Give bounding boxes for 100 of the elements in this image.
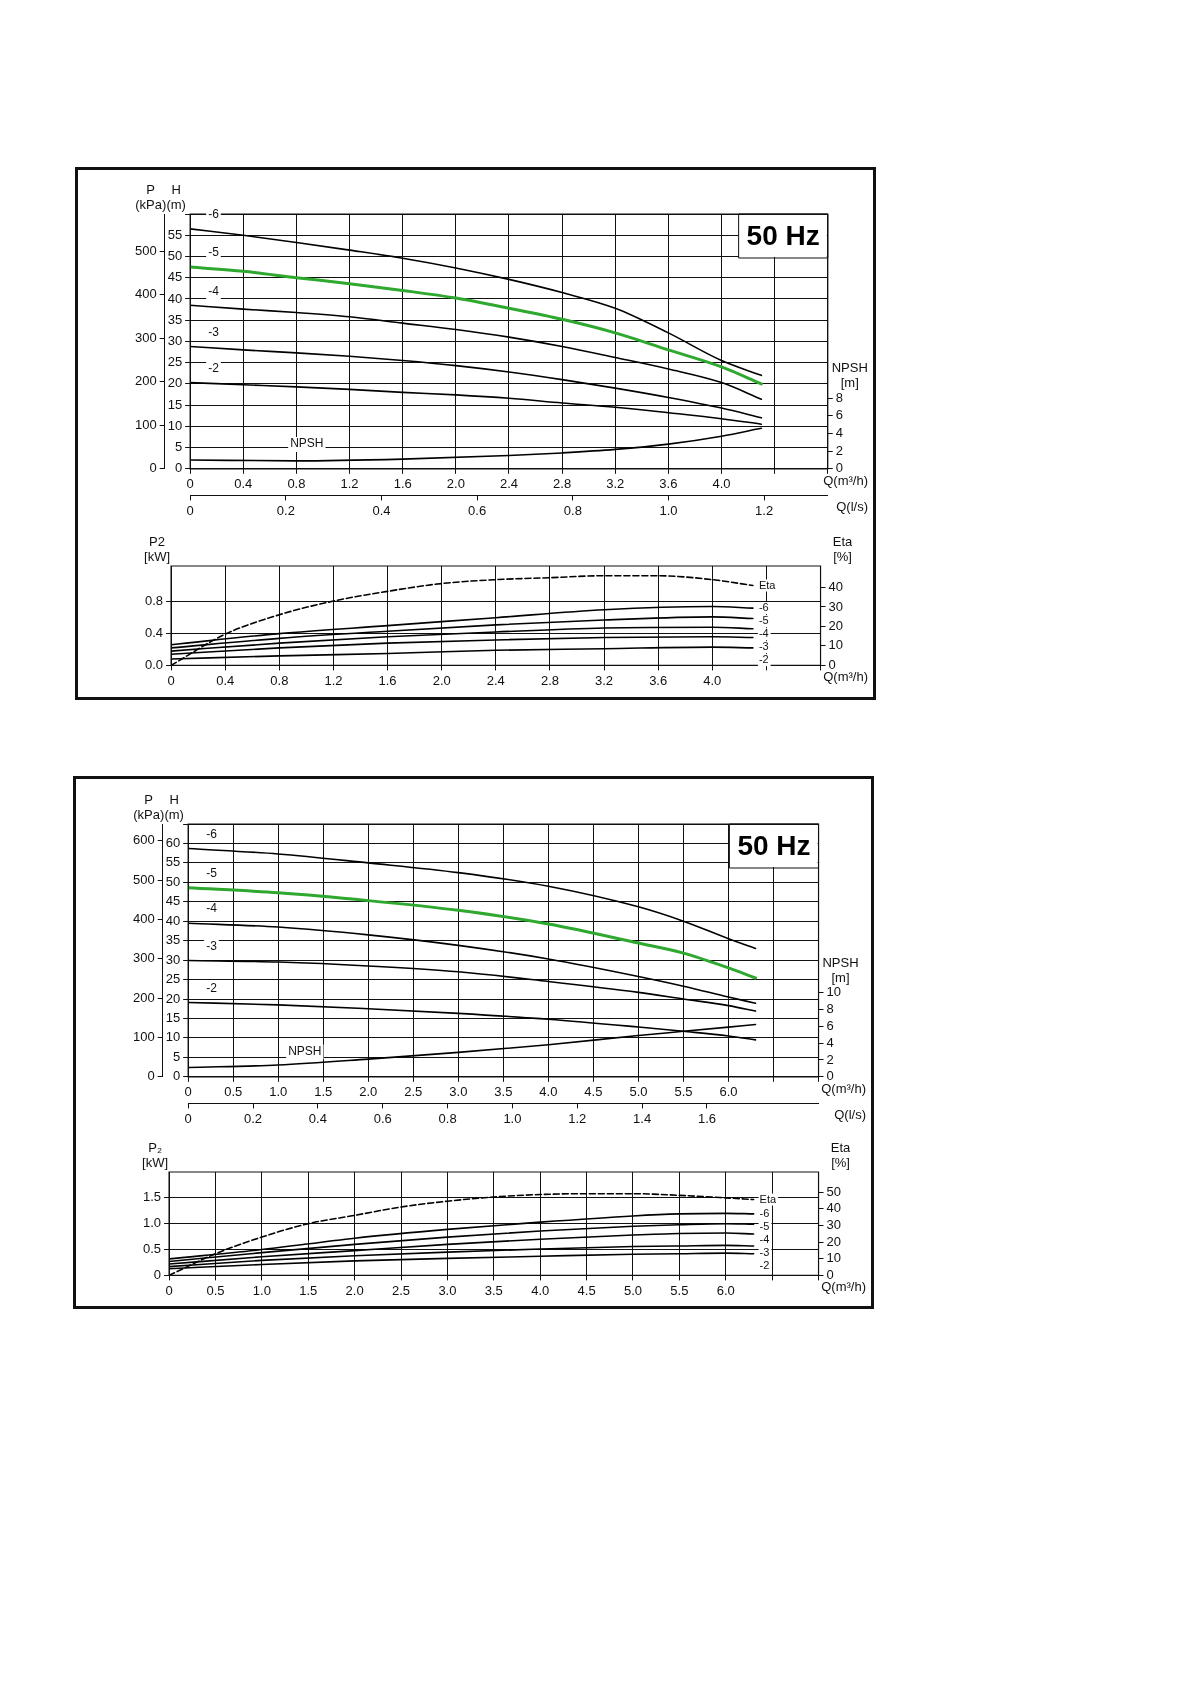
series-label: -6 bbox=[758, 601, 769, 614]
x-tick-label: 0.5 bbox=[206, 1282, 225, 1298]
y-tick-label: 0.5 bbox=[142, 1241, 162, 1257]
series-label: -5 bbox=[758, 614, 769, 627]
series-label: Eta bbox=[759, 1192, 777, 1205]
y2-tick-label: 100 bbox=[132, 1029, 155, 1045]
series-label: -3 bbox=[206, 938, 218, 953]
x2-tick-label: 0.4 bbox=[308, 1110, 327, 1126]
series-label: -3 bbox=[208, 324, 220, 339]
y2-tick-label: 30 bbox=[826, 1216, 842, 1232]
y3-axis-title: NPSH [m] bbox=[831, 360, 868, 391]
series-label: -6 bbox=[208, 207, 220, 222]
y2-tick-label: 500 bbox=[134, 242, 157, 258]
y3-tick-label: 8 bbox=[826, 1000, 834, 1016]
x-tick-label: 5.0 bbox=[623, 1282, 643, 1298]
y2-axis-title: P (kPa) bbox=[135, 182, 167, 213]
y2-tick-label: 400 bbox=[134, 286, 157, 302]
y2-tick-label: 200 bbox=[132, 989, 155, 1005]
y-tick-label: 20 bbox=[165, 990, 181, 1006]
y2-tick-label: 50 bbox=[826, 1183, 842, 1199]
x-tick-label: 4.0 bbox=[712, 476, 731, 492]
x2-tick-label: 0.2 bbox=[276, 502, 295, 518]
x-tick-label: 1.6 bbox=[378, 672, 397, 688]
x-tick-label: 2.4 bbox=[486, 672, 505, 688]
y-axis-title: P2 [kW] bbox=[144, 534, 171, 565]
x2-tick-label: 0.8 bbox=[438, 1110, 457, 1126]
x-tick-label: 2.8 bbox=[540, 672, 559, 688]
series-label: -5 bbox=[208, 245, 220, 260]
x-tick-label: 2.5 bbox=[404, 1084, 423, 1100]
y-tick-label: 0.8 bbox=[144, 593, 164, 609]
y2-tick-label: 300 bbox=[132, 950, 155, 966]
x2-axis-title: Q(l/s) bbox=[836, 499, 868, 515]
x2-tick-label: 1.6 bbox=[697, 1110, 717, 1126]
y3-tick-label: 8 bbox=[835, 389, 843, 405]
x-tick-label: 3.2 bbox=[606, 476, 625, 492]
series-label: -2 bbox=[759, 1258, 770, 1271]
x-tick-label: 2.0 bbox=[345, 1282, 364, 1298]
x-tick-label: 1.2 bbox=[324, 672, 343, 688]
x-tick-label: 0.8 bbox=[270, 672, 289, 688]
y-tick-label: 5 bbox=[174, 439, 183, 455]
series-label: -4 bbox=[208, 283, 220, 298]
x-tick-label: 0.4 bbox=[234, 476, 253, 492]
x-tick-label: 3.5 bbox=[484, 1282, 503, 1298]
y-tick-label: 55 bbox=[167, 226, 183, 242]
x-tick-label: 1.0 bbox=[252, 1282, 271, 1298]
y-tick-label: 0.0 bbox=[144, 656, 164, 672]
x-tick-label: 2.4 bbox=[499, 476, 518, 492]
x-axis-title: Q(m³/h) bbox=[823, 669, 868, 685]
x-tick-label: 6.0 bbox=[716, 1282, 735, 1298]
y2-tick-label: 40 bbox=[828, 579, 844, 595]
y2-tick-label: 20 bbox=[826, 1233, 842, 1249]
x-tick-label: 1.6 bbox=[393, 476, 412, 492]
x2-tick-label: 0.6 bbox=[373, 1110, 392, 1126]
x-tick-label: 3.0 bbox=[438, 1282, 457, 1298]
y-tick-label: 30 bbox=[165, 951, 181, 967]
series-label: -4 bbox=[206, 901, 218, 916]
y-tick-label: 35 bbox=[165, 932, 181, 948]
y-tick-label: 40 bbox=[165, 912, 181, 928]
y2-tick-label: 200 bbox=[134, 373, 157, 389]
y3-tick-label: 6 bbox=[835, 407, 843, 423]
y3-tick-label: 6 bbox=[826, 1017, 834, 1033]
x-tick-label: 3.0 bbox=[449, 1084, 468, 1100]
y-tick-label: 15 bbox=[165, 1010, 181, 1026]
y-tick-label: 25 bbox=[165, 971, 181, 987]
x-tick-label: 4.5 bbox=[584, 1084, 603, 1100]
series-label: -3 bbox=[759, 1245, 770, 1258]
y2-tick-label: 20 bbox=[828, 618, 844, 633]
x2-tick-label: 0 bbox=[186, 502, 194, 518]
x2-tick-label: 1.0 bbox=[503, 1110, 522, 1126]
x-tick-label: 5.0 bbox=[629, 1084, 648, 1100]
y-tick-label: 35 bbox=[167, 311, 183, 327]
y2-tick-label: 40 bbox=[826, 1200, 842, 1216]
y2-axis-title: Eta [%] bbox=[832, 534, 854, 565]
x2-tick-label: 1.0 bbox=[659, 502, 678, 518]
annotation: 50 Hz bbox=[746, 219, 820, 251]
y-tick-label: 0 bbox=[172, 1068, 181, 1084]
y2-tick-label: 10 bbox=[826, 1250, 842, 1266]
x-tick-label: 5.5 bbox=[670, 1282, 689, 1298]
y-axis-title: H (m) bbox=[164, 792, 184, 823]
series-label: Eta bbox=[758, 578, 777, 591]
x-tick-label: 4.5 bbox=[577, 1282, 596, 1298]
y3-tick-label: 2 bbox=[835, 442, 843, 458]
x-tick-label: 3.6 bbox=[659, 476, 678, 492]
x-tick-label: 0 bbox=[186, 476, 194, 492]
y2-tick-label: 300 bbox=[134, 329, 157, 345]
y-tick-label: 25 bbox=[167, 354, 183, 370]
y-tick-label: 1.5 bbox=[142, 1189, 162, 1205]
x-tick-label: 3.2 bbox=[595, 672, 614, 688]
y-tick-label: 45 bbox=[167, 269, 183, 285]
x-tick-label: 1.5 bbox=[299, 1282, 318, 1298]
y-axis-title: P₂ [kW] bbox=[142, 1140, 169, 1171]
series-label: -2 bbox=[206, 980, 218, 995]
y2-tick-label: 500 bbox=[132, 871, 155, 887]
y2-tick-label: 0 bbox=[826, 1266, 834, 1282]
y-tick-label: 45 bbox=[165, 893, 181, 909]
series-label: -4 bbox=[758, 627, 769, 640]
x-tick-label: 5.5 bbox=[674, 1084, 693, 1100]
x-tick-label: 0.4 bbox=[216, 672, 235, 688]
annotation: 50 Hz bbox=[737, 829, 811, 861]
x2-tick-label: 0.4 bbox=[372, 502, 391, 518]
